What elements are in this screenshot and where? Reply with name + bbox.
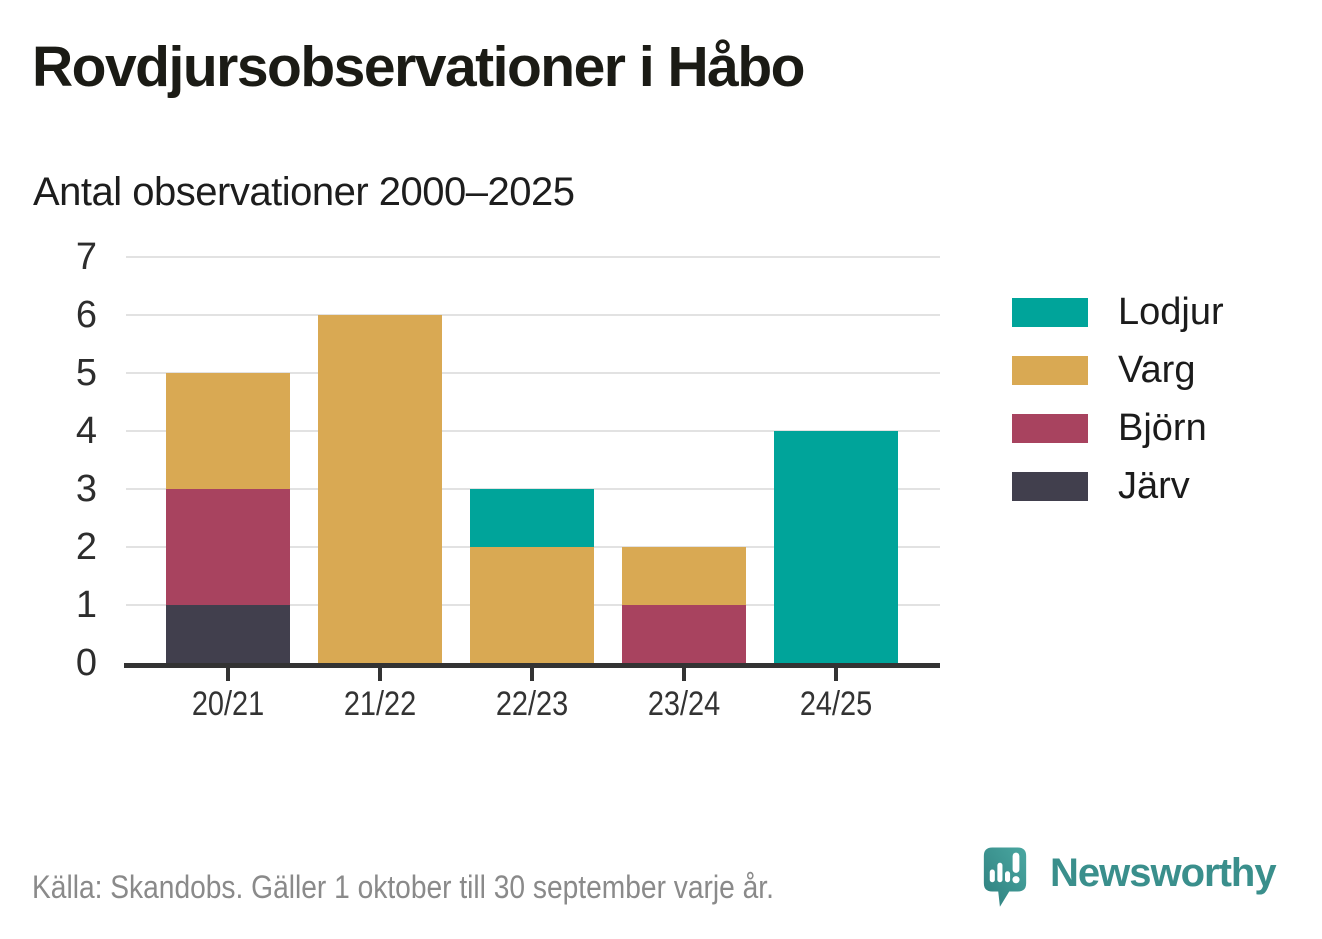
x-axis-tick bbox=[530, 668, 534, 681]
bar-segment-varg bbox=[470, 547, 594, 663]
legend-swatch-bjorn bbox=[1012, 414, 1088, 443]
y-gridline bbox=[126, 256, 940, 258]
legend-label: Järv bbox=[1118, 465, 1190, 507]
x-axis-tick-label: 20/21 bbox=[191, 685, 265, 723]
y-axis-tick-label: 1 bbox=[75, 584, 97, 626]
x-axis-tick-label: 21/22 bbox=[343, 685, 417, 723]
y-axis-tick-label: 0 bbox=[75, 642, 97, 684]
legend-item-varg: Varg bbox=[1012, 349, 1224, 391]
x-axis-tick bbox=[378, 668, 382, 681]
bar-segment-varg bbox=[166, 373, 290, 489]
legend-label: Varg bbox=[1118, 349, 1196, 391]
bar-group-21-22 bbox=[318, 315, 442, 663]
y-gridline bbox=[126, 372, 940, 374]
x-axis-tick bbox=[682, 668, 686, 681]
bar-group-20-21 bbox=[166, 373, 290, 663]
chart-subtitle: Antal observationer 2000–2025 bbox=[33, 170, 575, 214]
legend: Lodjur Varg Björn Järv bbox=[1012, 291, 1224, 507]
newsworthy-logo-icon bbox=[983, 847, 1027, 907]
bar-segment-lodjur bbox=[470, 489, 594, 547]
bar-segment-varg bbox=[622, 547, 746, 605]
bar-segment-lodjur bbox=[774, 431, 898, 663]
x-axis-line bbox=[124, 663, 940, 668]
legend-swatch-jarv bbox=[1012, 472, 1088, 501]
x-axis-tick bbox=[834, 668, 838, 681]
legend-label: Lodjur bbox=[1118, 291, 1224, 333]
legend-swatch-varg bbox=[1012, 356, 1088, 385]
bar-segment-jarv bbox=[166, 605, 290, 663]
y-axis-tick-label: 3 bbox=[75, 468, 97, 510]
bar-segment-varg bbox=[318, 315, 442, 663]
x-axis-tick-label: 22/23 bbox=[495, 685, 569, 723]
y-gridline bbox=[126, 430, 940, 432]
y-axis: 0 1 2 3 4 5 6 7 bbox=[0, 238, 97, 682]
y-axis-tick-label: 7 bbox=[75, 236, 97, 278]
bar-segment-bjorn bbox=[622, 605, 746, 663]
x-axis-tick-label: 23/24 bbox=[647, 685, 721, 723]
x-axis-tick bbox=[226, 668, 230, 681]
y-axis-tick-label: 2 bbox=[75, 526, 97, 568]
x-axis-tick-label: 24/25 bbox=[799, 685, 873, 723]
y-axis-tick-label: 5 bbox=[75, 352, 97, 394]
plot-area: 20/21 21/22 22/23 23/24 24/25 bbox=[124, 256, 940, 723]
legend-item-bjorn: Björn bbox=[1012, 407, 1224, 449]
bar-group-23-24 bbox=[622, 547, 746, 663]
bar-group-24-25 bbox=[774, 431, 898, 663]
newsworthy-wordmark: Newsworthy bbox=[1050, 851, 1277, 895]
legend-label: Björn bbox=[1118, 407, 1207, 449]
bar-segment-bjorn bbox=[166, 489, 290, 605]
bar-group-22-23 bbox=[470, 489, 594, 663]
y-axis-tick-label: 6 bbox=[75, 294, 97, 336]
source-note: Källa: Skandobs. Gäller 1 oktober till 3… bbox=[32, 869, 774, 905]
chart-title: Rovdjursobservationer i Håbo bbox=[32, 35, 806, 99]
legend-item-lodjur: Lodjur bbox=[1012, 291, 1224, 333]
legend-swatch-lodjur bbox=[1012, 298, 1088, 327]
y-axis-tick-label: 4 bbox=[75, 410, 97, 452]
y-gridline bbox=[126, 314, 940, 316]
legend-item-jarv: Järv bbox=[1012, 465, 1224, 507]
